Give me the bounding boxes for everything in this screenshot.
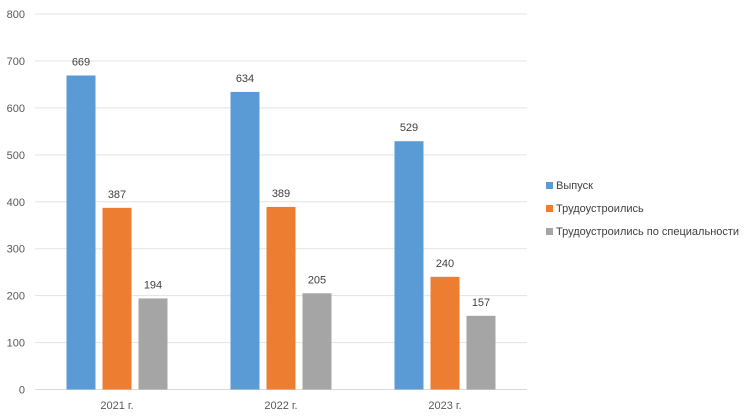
x-tick-label: 2022 г. xyxy=(264,400,297,412)
legend: Выпуск Трудоустроились Трудоустроились по … xyxy=(546,180,739,238)
legend-label: Выпуск xyxy=(556,180,593,192)
bar xyxy=(466,315,496,390)
legend-swatch xyxy=(546,205,553,212)
y-tick-label: 800 xyxy=(7,9,25,21)
data-label: 634 xyxy=(236,73,254,85)
y-axis-ticks: 0 100 200 300 400 500 600 700 800 xyxy=(7,9,25,397)
y-tick-label: 0 xyxy=(19,385,25,397)
x-axis-categories: 2021 г. 2022 г. 2023 г. xyxy=(100,400,461,412)
legend-swatch xyxy=(546,228,553,235)
x-tick-label: 2023 г. xyxy=(428,400,461,412)
legend-label: Трудоустроились xyxy=(556,203,644,215)
bar xyxy=(302,293,332,390)
bar xyxy=(394,141,424,390)
data-labels: 669 387 194 634 389 205 529 240 157 xyxy=(72,56,490,308)
bar xyxy=(266,206,296,390)
data-label: 194 xyxy=(144,279,162,291)
y-tick-label: 700 xyxy=(7,56,25,68)
data-label: 387 xyxy=(108,189,126,201)
x-tick-label: 2021 г. xyxy=(100,400,133,412)
legend-label: Трудоустроились по специальности xyxy=(556,226,739,238)
legend-swatch xyxy=(546,182,553,189)
data-label: 240 xyxy=(436,258,454,270)
data-label: 157 xyxy=(472,297,490,309)
bar xyxy=(138,298,168,390)
y-tick-label: 200 xyxy=(7,291,25,303)
bar xyxy=(430,276,460,390)
y-tick-label: 100 xyxy=(7,338,25,350)
y-tick-label: 300 xyxy=(7,244,25,256)
data-label: 205 xyxy=(308,274,326,286)
y-tick-label: 600 xyxy=(7,103,25,115)
bar xyxy=(230,91,260,390)
data-label: 389 xyxy=(272,188,290,200)
data-label: 529 xyxy=(400,122,418,134)
bar xyxy=(66,75,96,390)
y-tick-label: 500 xyxy=(7,150,25,162)
bars xyxy=(66,75,496,390)
data-label: 669 xyxy=(72,56,90,68)
y-tick-label: 400 xyxy=(7,197,25,209)
bar xyxy=(102,207,132,390)
